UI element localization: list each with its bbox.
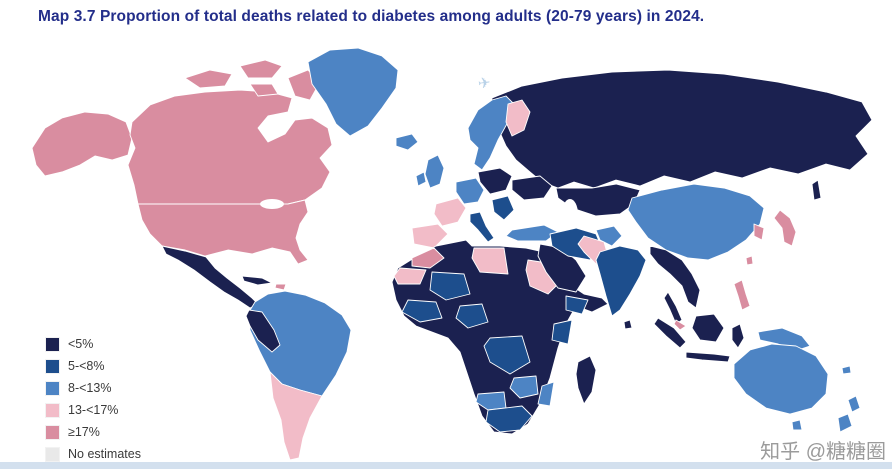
region-southern-cone [269,371,323,461]
region-sahel [429,271,471,301]
legend-swatch-5to8 [45,358,60,374]
region-malay-peninsula [663,291,683,325]
region-east-africa [551,319,573,345]
legend-label: No estimates [68,447,141,461]
footer-strip [0,462,892,469]
region-western-sahara [393,267,427,285]
region-canada-islands [184,69,233,89]
region-pacific-island [841,365,852,375]
plane-icon: ✈ [476,74,492,93]
region-turkey [505,224,559,242]
region-taiwan [745,255,754,266]
region-canada-islands [239,59,283,79]
legend-item: ≥17% [45,424,141,440]
watermark: 知乎 @糖糖圈 [760,441,886,463]
region-japan [773,209,797,247]
region-sakhalin [811,179,822,201]
region-ukraine [511,175,553,201]
legend-item: 5-<8% [45,358,141,374]
region-new-guinea [757,327,811,351]
legend-label: 5-<8% [68,359,105,373]
legend-swatch-ge17 [45,424,60,440]
region-finland [505,99,531,137]
region-canada [127,89,333,205]
region-ireland [415,171,427,187]
region-new-zealand [847,395,861,413]
region-new-zealand [837,413,853,433]
region-china [627,183,765,261]
region-south-africa [485,405,533,433]
region-balkans [491,195,515,221]
region-iberia [411,223,449,249]
region-ethiopia [565,295,589,315]
great-lakes [260,199,284,209]
region-morocco [411,247,445,269]
region-greenland [307,47,399,137]
legend-label: 8-<13% [68,381,112,395]
legend-label: <5% [68,337,94,351]
region-italy [469,211,495,243]
region-scandinavia [467,95,515,171]
region-sumatra [653,317,687,349]
region-nigeria [455,303,489,329]
region-australia [733,343,829,415]
caspian-sea [562,199,578,229]
legend-item: <5% [45,336,141,352]
region-borneo [691,313,725,343]
legend-label: ≥17% [68,425,100,439]
region-malaysia [673,319,687,331]
region-korea [753,223,765,241]
region-sri-lanka [623,319,633,330]
region-cuba [241,275,273,286]
region-alaska [31,111,133,177]
region-india [595,245,647,317]
legend-swatch-8to13 [45,380,60,396]
region-iceland [395,133,419,151]
page-title: Map 3.7 Proportion of total deaths relat… [38,8,705,25]
legend-label: 13-<17% [68,403,119,417]
region-sulawesi [731,323,745,349]
legend-item: 13-<17% [45,402,141,418]
region-russia [489,69,873,189]
legend-swatch-lt5 [45,336,60,352]
legend: <5% 5-<8% 8-<13% 13-<17% ≥17% No estimat… [45,336,141,462]
region-tasmania [791,419,803,431]
region-uk [424,154,445,189]
legend-item: No estimates [45,446,141,462]
region-java [685,351,731,363]
region-zambia [509,375,539,399]
region-france [433,197,467,227]
region-philippines [733,279,751,311]
region-central-europe [455,177,485,205]
region-south-america-north [248,290,352,397]
region-mozambique [537,381,555,407]
region-drc [483,335,531,375]
region-peru-ecuador [245,309,281,353]
black-sea [518,206,546,220]
legend-item: 8-<13% [45,380,141,396]
region-eastern-europe [477,167,513,195]
legend-swatch-none [45,446,60,462]
region-guinea [401,299,443,323]
region-libya [471,247,509,275]
region-madagascar [575,355,597,405]
region-canada-islands [249,83,279,97]
region-afghanistan [595,225,623,247]
region-indochina [649,245,701,309]
region-hispaniola [274,283,287,291]
region-usa [137,199,309,265]
legend-swatch-13to17 [45,402,60,418]
